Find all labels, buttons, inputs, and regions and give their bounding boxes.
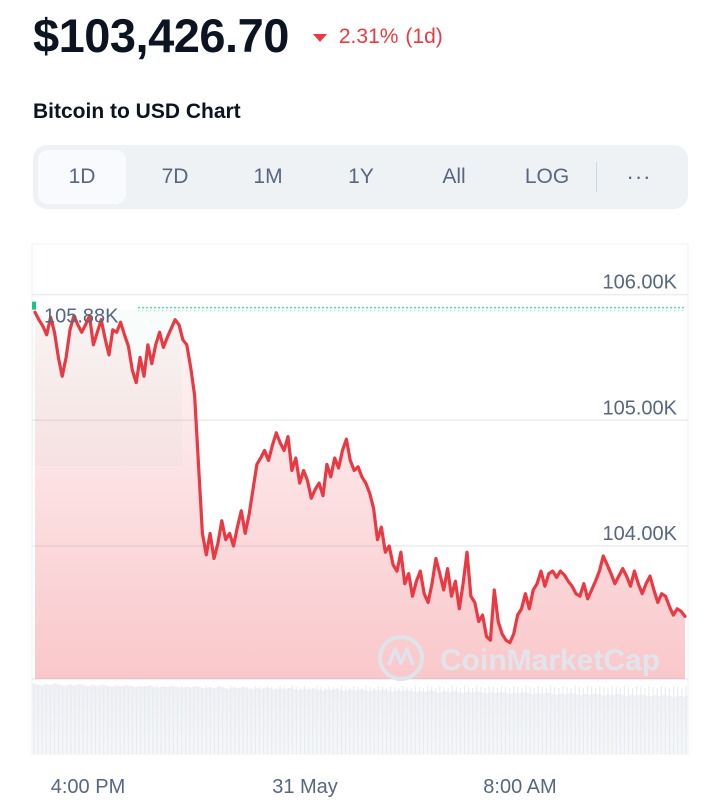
x-tick-label-1: 31 May	[272, 776, 338, 798]
time-range-selector: 1D 7D 1M 1Y All LOG ···	[33, 145, 688, 209]
more-options-button[interactable]: ···	[626, 164, 652, 189]
price-chart[interactable]: CoinMarketCap 106.00K 105.00K 104.00K 105.8…	[0, 238, 702, 799]
range-tab-all[interactable]: All	[442, 165, 466, 188]
current-price: $103,426.70	[33, 8, 289, 62]
y-tick-label-0: 106.00K	[602, 272, 677, 294]
change-period: (1d)	[405, 25, 443, 48]
area-fill	[35, 309, 685, 679]
price-line-series	[33, 310, 687, 645]
watermark: CoinMarketCap	[378, 635, 660, 681]
down-triangle-icon	[312, 34, 327, 42]
reference-marker	[32, 301, 36, 310]
range-divider	[596, 162, 597, 192]
x-tick-label-2: 8:00 AM	[483, 776, 556, 798]
price-change: 2.31% (1d)	[312, 25, 443, 49]
coinmarketcap-logo-mark	[387, 647, 415, 666]
y-tick-label-2: 104.00K	[602, 523, 677, 545]
range-tab-1m[interactable]: 1M	[253, 165, 283, 188]
range-tab-7d[interactable]: 7D	[161, 165, 189, 188]
reference-line	[32, 301, 685, 312]
price-header: $103,426.70 2.31% (1d)	[33, 4, 443, 66]
watermark-text: CoinMarketCap	[440, 644, 660, 677]
price-chart-svg: CoinMarketCap 106.00K 105.00K 104.00K 105.8…	[31, 243, 689, 798]
reference-value-label: 105.88K	[44, 306, 119, 328]
log-scale-toggle[interactable]: LOG	[524, 165, 570, 188]
y-tick-label-1: 105.00K	[602, 397, 677, 419]
change-percent: 2.31%	[338, 25, 399, 48]
axis-labels: 106.00K 105.00K 104.00K 105.88K 4:00 PM 31 Ma…	[44, 272, 678, 798]
volume-area	[32, 683, 688, 754]
x-tick-label-0: 4:00 PM	[51, 776, 125, 798]
range-tab-1y[interactable]: 1Y	[348, 165, 374, 188]
price-area-fill	[35, 309, 685, 679]
volume-bars	[32, 683, 688, 754]
coinmarketcap-logo-icon	[378, 635, 424, 681]
range-tab-1d[interactable]: 1D	[38, 150, 126, 204]
price-line	[33, 310, 687, 645]
chart-title: Bitcoin to USD Chart	[33, 100, 241, 123]
